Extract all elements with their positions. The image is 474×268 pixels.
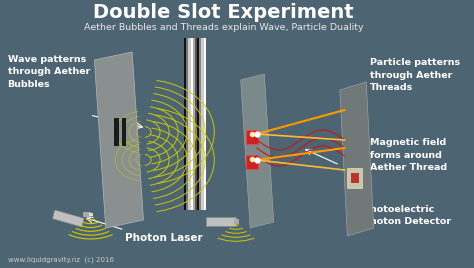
- Polygon shape: [94, 52, 144, 228]
- Text: www.liquidgravity.nz  (c) 2016: www.liquidgravity.nz (c) 2016: [8, 256, 114, 263]
- Text: Photoelectric
Photon Detector: Photoelectric Photon Detector: [364, 205, 452, 226]
- Bar: [188, 38, 191, 210]
- Polygon shape: [184, 38, 206, 210]
- Text: Double Slot Experiment: Double Slot Experiment: [93, 3, 354, 23]
- Bar: [204, 38, 206, 210]
- Polygon shape: [340, 82, 374, 236]
- Text: Photon Laser: Photon Laser: [125, 233, 202, 243]
- Bar: [184, 38, 186, 210]
- Text: Wave patterns
through Aether
Bubbles: Wave patterns through Aether Bubbles: [8, 55, 90, 89]
- Text: Aether Bubbles and Threads explain Wave, Particle Duality: Aether Bubbles and Threads explain Wave,…: [84, 24, 364, 32]
- Bar: [193, 38, 195, 210]
- Bar: [234, 219, 239, 224]
- Bar: [199, 38, 201, 210]
- Bar: [246, 130, 258, 144]
- Bar: [197, 38, 199, 210]
- Bar: [195, 38, 197, 210]
- Polygon shape: [241, 74, 274, 228]
- Bar: [114, 118, 119, 146]
- Bar: [83, 212, 91, 217]
- Bar: [206, 217, 236, 226]
- Bar: [347, 168, 363, 188]
- Bar: [201, 38, 204, 210]
- Bar: [53, 210, 84, 227]
- Bar: [89, 213, 93, 216]
- Text: Particle patterns
through Aether
Threads: Particle patterns through Aether Threads: [370, 58, 460, 92]
- Text: Magnetic field
forms around
Aether Thread: Magnetic field forms around Aether Threa…: [370, 138, 447, 172]
- Bar: [186, 38, 188, 210]
- Bar: [351, 173, 359, 183]
- Bar: [191, 38, 193, 210]
- Bar: [122, 118, 127, 146]
- Bar: [246, 155, 258, 169]
